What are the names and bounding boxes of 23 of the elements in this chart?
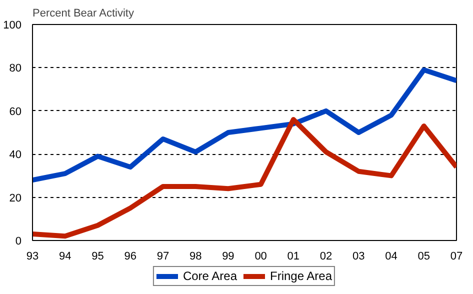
x-tick-label: 96 bbox=[124, 250, 136, 262]
x-tick-label: 99 bbox=[222, 250, 234, 262]
x-tick-label: 94 bbox=[59, 250, 72, 262]
x-tick-label: 97 bbox=[156, 250, 170, 262]
x-tick-label: 93 bbox=[26, 250, 39, 262]
y-tick-label: 80 bbox=[9, 62, 22, 75]
x-tick-label: 04 bbox=[385, 250, 398, 262]
x-tick-label: 00 bbox=[254, 250, 267, 262]
y-tick-label: 0 bbox=[15, 236, 22, 248]
x-tick-label: 03 bbox=[352, 250, 365, 262]
legend-label: Fringe Area bbox=[270, 269, 332, 283]
y-tick-label: 60 bbox=[9, 106, 22, 118]
legend-label: Core Area bbox=[182, 269, 237, 283]
x-tick-label: 01 bbox=[287, 250, 300, 262]
y-axis-title: Percent Bear Activity bbox=[32, 8, 134, 20]
x-tick-label: 98 bbox=[189, 250, 202, 262]
x-tick-label: 95 bbox=[92, 250, 104, 262]
x-tick-label: 02 bbox=[320, 250, 332, 262]
y-tick-label: 40 bbox=[9, 149, 22, 162]
y-tick-label: 100 bbox=[3, 20, 22, 32]
x-tick-label: 07 bbox=[450, 250, 463, 262]
x-tick-label: 05 bbox=[418, 250, 430, 262]
y-tick-label: 20 bbox=[9, 192, 22, 204]
